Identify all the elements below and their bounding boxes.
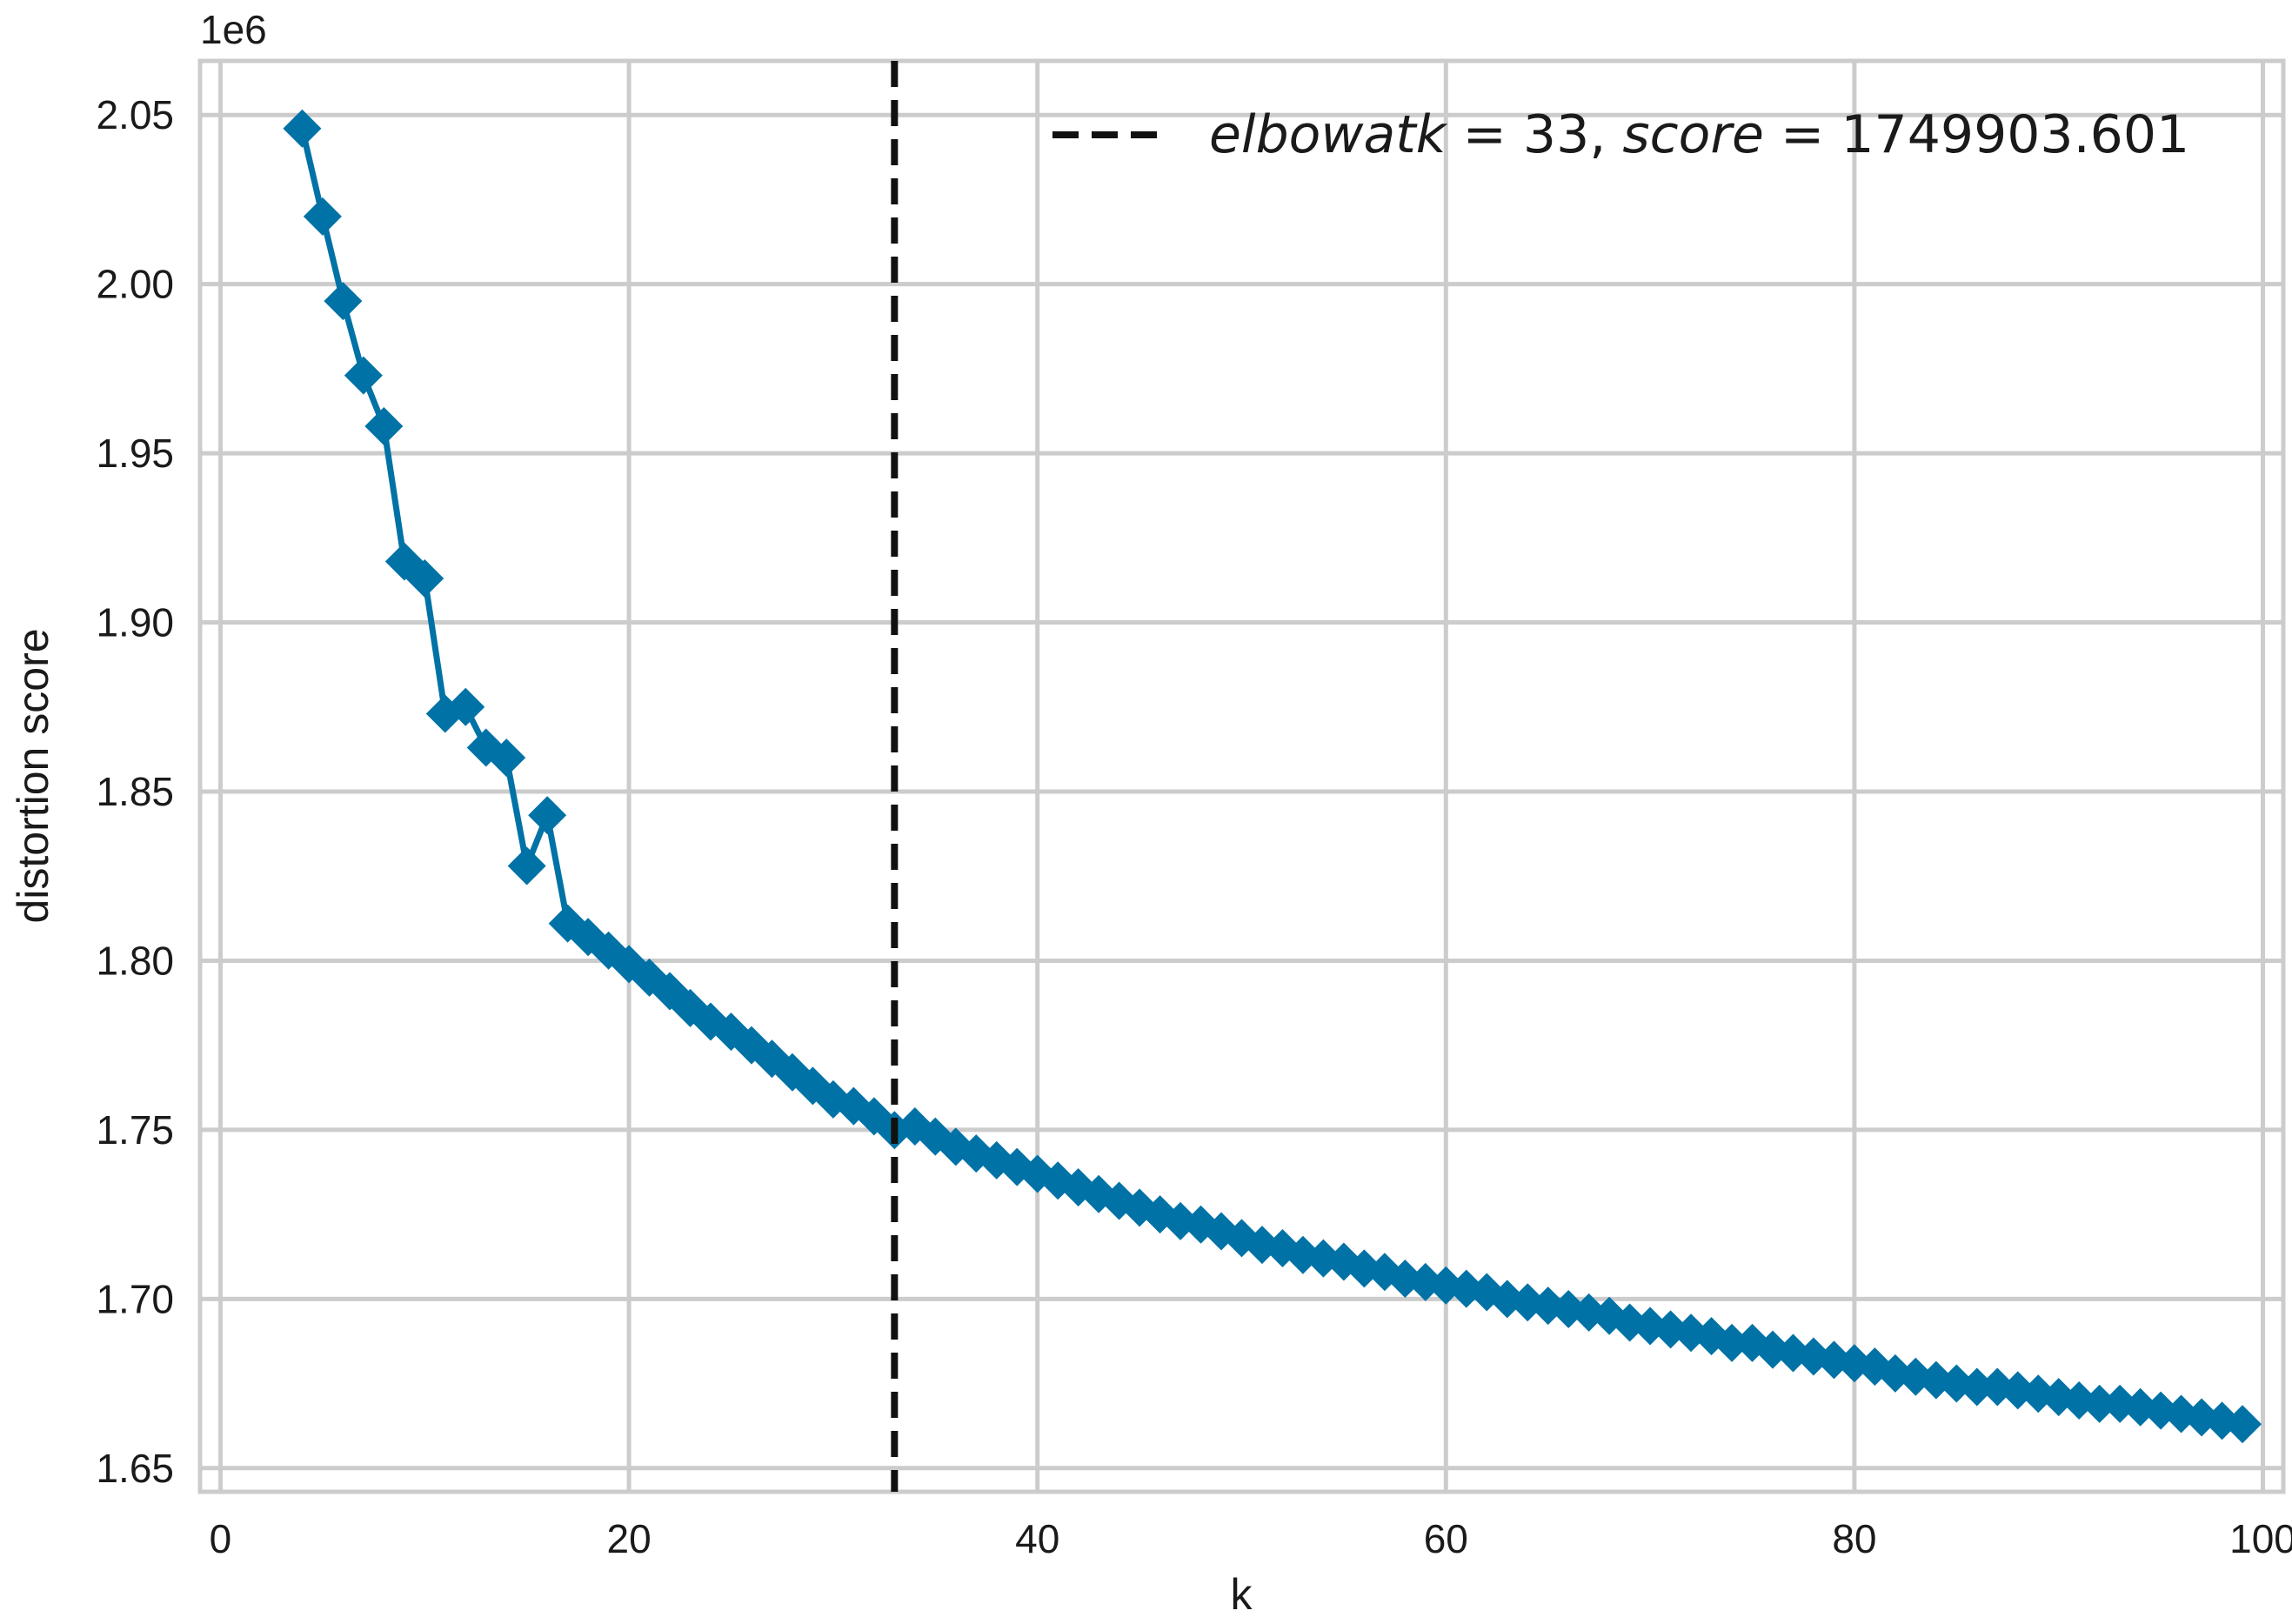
data-point	[405, 559, 444, 598]
data-point	[487, 738, 526, 778]
x-tick-label: 40	[1015, 1516, 1059, 1561]
x-tick-label: 20	[607, 1516, 652, 1561]
y-tick-label: 1.90	[96, 600, 174, 645]
y-tick-label: 1.65	[96, 1446, 174, 1491]
legend-part-elbow: elbow	[1209, 104, 1364, 165]
grid	[200, 61, 2283, 1492]
legend-part-at: at	[1363, 104, 1418, 165]
x-tick-label: 0	[210, 1516, 232, 1561]
data-point	[528, 796, 567, 835]
y-tick-label: 1.85	[96, 769, 174, 814]
y-tick-label: 1.95	[96, 431, 174, 476]
legend-label: elbowatk = 33, score = 1749903.601	[1209, 104, 2189, 165]
legend-part-score-value: = 1749903.601	[1764, 104, 2189, 165]
data-point	[364, 407, 404, 445]
y-tick-labels: 1.65 1.70 1.75 1.80 1.85 1.90 1.95 2.00 2.05	[96, 92, 174, 1491]
y-tick-label: 2.00	[96, 262, 174, 307]
x-tick-label: 100	[2229, 1516, 2292, 1561]
y-tick-label: 1.70	[96, 1276, 174, 1321]
legend-part-k-value: = 33,	[1447, 104, 1623, 165]
distortion-series	[283, 109, 2262, 1444]
y-tick-label: 1.75	[96, 1107, 174, 1153]
data-point	[507, 846, 546, 886]
data-point	[303, 197, 342, 236]
data-point	[2223, 1405, 2262, 1444]
y-offset-label: 1e6	[200, 7, 267, 52]
data-point	[2080, 1384, 2119, 1423]
y-tick-label: 1.80	[96, 938, 174, 983]
x-tick-labels: 0 20 40 60 80 100	[210, 1516, 2292, 1561]
data-point	[1713, 1323, 1752, 1362]
x-tick-label: 80	[1832, 1516, 1876, 1561]
legend-part-score: score	[1622, 104, 1764, 165]
x-tick-label: 60	[1424, 1516, 1468, 1561]
data-point	[283, 109, 322, 148]
legend-part-k: k	[1416, 104, 1448, 165]
y-tick-label: 2.05	[96, 92, 174, 137]
x-axis-title: k	[1231, 1570, 1253, 1619]
data-point	[446, 687, 485, 726]
data-point	[344, 356, 383, 395]
data-point	[1957, 1367, 1996, 1407]
legend: elbowatk = 33, score = 1749903.601	[1052, 104, 2189, 165]
plot-frame	[197, 58, 2286, 1494]
data-point	[324, 282, 363, 321]
y-axis-title: distortion score	[9, 628, 57, 923]
